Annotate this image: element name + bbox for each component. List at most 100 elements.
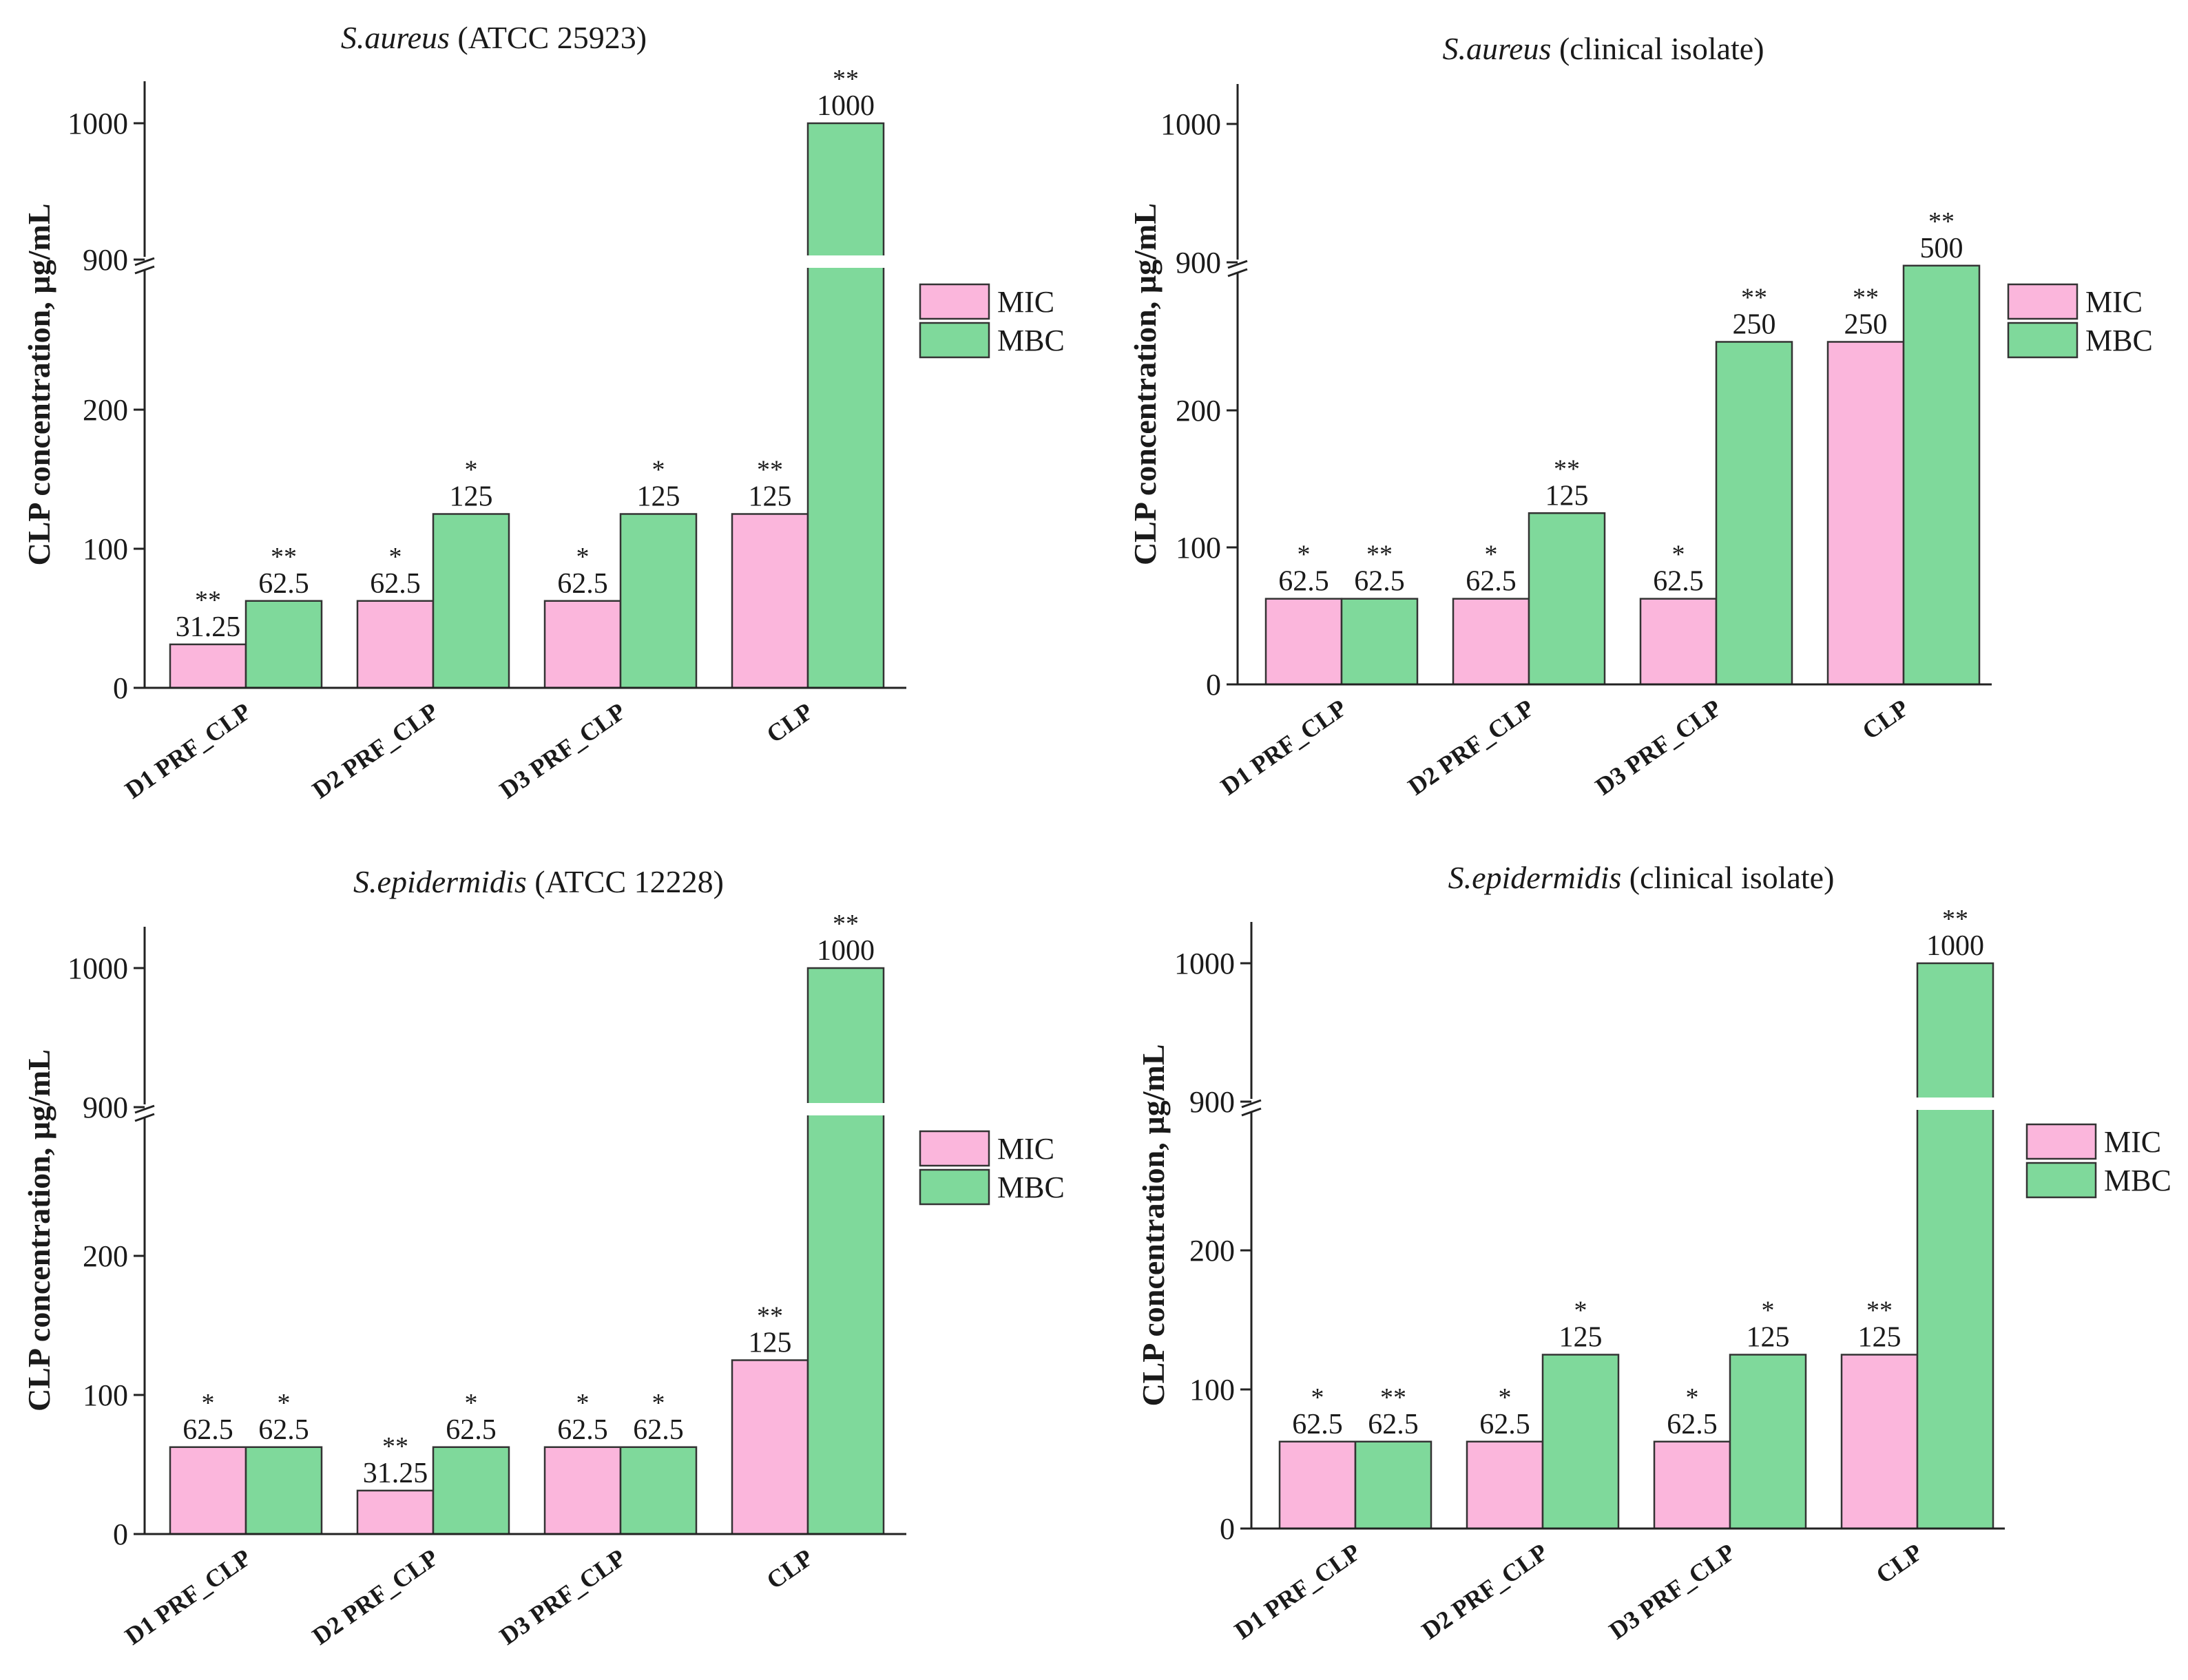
significance-marker: * xyxy=(1574,1296,1587,1325)
data-label: 31.25 xyxy=(363,1458,428,1489)
significance-marker: ** xyxy=(1366,540,1393,569)
legend-label-mic: MIC xyxy=(997,1132,1054,1166)
bar-mic-3 xyxy=(543,1446,622,1535)
x-tick-label: D3 PRF_CLP xyxy=(1590,694,1726,801)
data-label: 62.5 xyxy=(258,1414,309,1446)
y-tick-label: 100 xyxy=(1176,531,1221,565)
y-tick-label: 1000 xyxy=(67,952,128,985)
data-label: 125 xyxy=(1559,1322,1603,1354)
data-label: 62.5 xyxy=(557,568,608,600)
significance-marker: ** xyxy=(757,456,783,485)
title-strain: (ATCC 12228) xyxy=(527,864,724,899)
bar-mbc-1 xyxy=(244,600,323,689)
bar-mbc-1 xyxy=(1354,1440,1432,1530)
legend-swatch-mbc xyxy=(919,322,990,359)
data-label: 125 xyxy=(637,481,680,513)
bar-mbc-1 xyxy=(1340,598,1419,686)
x-tick-label: CLP xyxy=(762,697,818,748)
bar-mic-2 xyxy=(356,600,435,689)
significance-marker: * xyxy=(1485,540,1498,569)
axis-break-mark xyxy=(134,1113,155,1122)
bar-mic-4 xyxy=(1840,1354,1919,1530)
bar-mic-1 xyxy=(1278,1440,1357,1530)
significance-marker: ** xyxy=(1741,284,1767,313)
data-label: 31.25 xyxy=(176,611,241,643)
data-label: 62.5 xyxy=(1653,566,1704,598)
significance-marker: ** xyxy=(1928,207,1955,236)
significance-marker: ** xyxy=(1942,905,1968,934)
title-species: S.aureus xyxy=(1442,31,1551,66)
data-label: 250 xyxy=(1733,309,1776,341)
bar-mic-2 xyxy=(356,1489,435,1535)
legend-label-mbc: MBC xyxy=(997,324,1065,357)
bar-mbc-4 xyxy=(1902,264,1981,686)
significance-marker: ** xyxy=(195,586,221,615)
bar-mic-3 xyxy=(1653,1440,1731,1530)
bar-mbc-4 xyxy=(806,967,885,1535)
data-label: 125 xyxy=(1747,1322,1790,1354)
significance-marker: ** xyxy=(833,910,859,938)
bar-mic-1 xyxy=(169,643,247,689)
axis-break-mark xyxy=(134,257,155,266)
legend-label-mic: MIC xyxy=(997,285,1054,319)
y-tick-label: 1000 xyxy=(1174,947,1235,980)
data-label: 125 xyxy=(450,481,493,513)
bar-mbc-2 xyxy=(432,513,510,689)
y-tick-label: 0 xyxy=(1220,1512,1235,1546)
x-tick-label: D1 PRF_CLP xyxy=(120,697,256,804)
y-tick-label: 1000 xyxy=(67,107,128,140)
chart-title: S.aureus (clinical isolate) xyxy=(1442,31,1764,66)
axis-break-mark xyxy=(1241,1107,1262,1117)
title-strain: (clinical isolate) xyxy=(1621,860,1834,895)
x-tick-label: D3 PRF_CLP xyxy=(494,697,630,804)
legend-swatch-mbc xyxy=(2025,1162,2097,1199)
chart-panel-2: S.aureus (clinical isolate) CLP concentra… xyxy=(1127,31,2153,801)
significance-marker: ** xyxy=(271,543,297,571)
significance-marker: * xyxy=(1762,1296,1775,1325)
bar-break-gap xyxy=(1915,1098,1995,1110)
significance-marker: * xyxy=(1672,540,1685,569)
chart-panel-4: S.epidermidis (clinical isolate) CLP conc… xyxy=(1136,860,2171,1645)
significance-marker: * xyxy=(465,456,478,485)
x-tick-label: D2 PRF_CLP xyxy=(1403,694,1539,801)
x-tick-label: CLP xyxy=(1871,1538,1928,1589)
data-label: 62.5 xyxy=(633,1414,684,1446)
chart-panel-1: S.aureus (ATCC 25923) CLP concentration, … xyxy=(21,20,1065,804)
data-label: 62.5 xyxy=(557,1414,608,1446)
data-label: 62.5 xyxy=(1667,1409,1718,1440)
y-axis-label: CLP concentration, µg/mL xyxy=(1136,1044,1171,1406)
y-tick-label: 900 xyxy=(1189,1085,1235,1119)
title-strain: (ATCC 25923) xyxy=(450,20,647,55)
data-label: 62.5 xyxy=(258,568,309,600)
bar-mbc-3 xyxy=(1715,341,1793,686)
bar-mic-2 xyxy=(1466,1440,1544,1530)
data-label: 125 xyxy=(1545,480,1589,512)
legend: MIC MBC xyxy=(919,1130,1065,1206)
y-tick-label: 100 xyxy=(83,532,128,566)
bar-mbc-4 xyxy=(1916,962,1994,1530)
data-label: 62.5 xyxy=(1479,1409,1530,1440)
data-label: 62.5 xyxy=(1278,566,1329,598)
legend: MIC MBC xyxy=(2025,1123,2171,1199)
bar-mbc-3 xyxy=(619,1446,698,1535)
legend-swatch-mic xyxy=(2025,1123,2097,1160)
significance-marker: ** xyxy=(833,65,859,94)
bar-mic-4 xyxy=(731,1359,809,1535)
significance-marker: * xyxy=(278,1389,291,1418)
significance-marker: ** xyxy=(1554,454,1580,483)
legend-label-mbc: MBC xyxy=(997,1170,1065,1204)
bar-mbc-3 xyxy=(1729,1354,1807,1530)
significance-marker: * xyxy=(576,543,590,571)
y-axis-label: CLP concentration, µg/mL xyxy=(21,1049,56,1411)
significance-marker: * xyxy=(389,543,402,571)
significance-marker: * xyxy=(202,1389,215,1418)
x-tick-label: CLP xyxy=(762,1544,818,1595)
legend: MIC MBC xyxy=(2007,283,2153,359)
bar-mic-1 xyxy=(1264,598,1343,686)
chart-title: S.aureus (ATCC 25923) xyxy=(341,20,647,55)
axis-break-mark xyxy=(134,265,155,275)
bar-mic-3 xyxy=(543,600,622,689)
legend-swatch-mbc xyxy=(919,1168,990,1206)
x-tick-label: D2 PRF_CLP xyxy=(1417,1538,1552,1645)
